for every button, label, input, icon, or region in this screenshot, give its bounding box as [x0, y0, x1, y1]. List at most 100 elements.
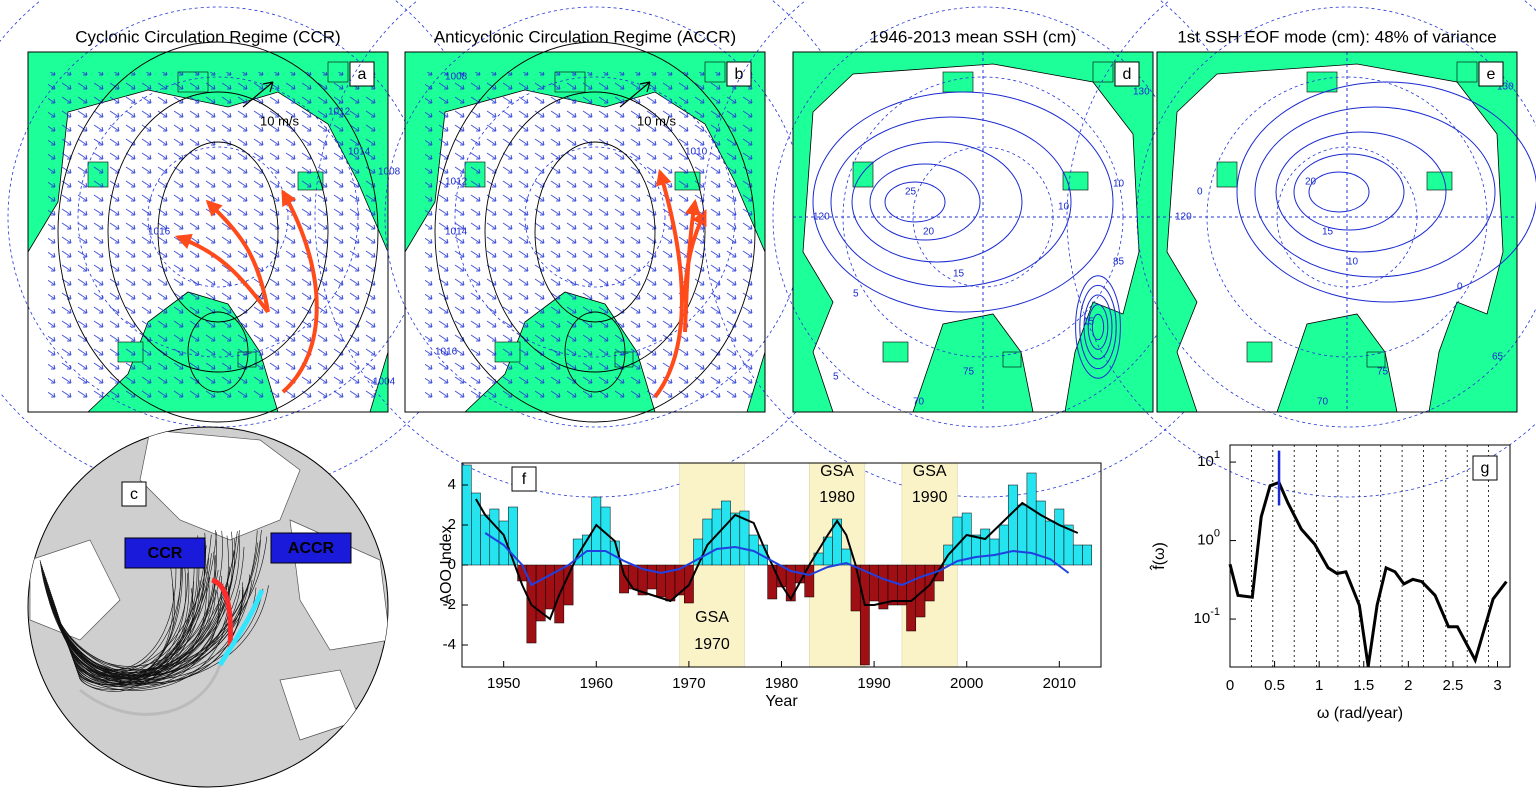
panel-letter: g	[1481, 460, 1490, 477]
bar	[859, 564, 870, 666]
map-title: Cyclonic Circulation Regime (CCR)	[75, 27, 340, 46]
bar	[545, 564, 555, 610]
contour-label: 120	[813, 212, 830, 223]
bar	[887, 564, 898, 606]
contour-label: 130	[1133, 87, 1150, 98]
y-tick-base: 10	[1194, 610, 1211, 627]
y-tick-exponent: 0	[1214, 527, 1220, 539]
contour-label: 1012	[328, 107, 351, 118]
regime-label: ACCR	[288, 540, 335, 557]
y-tick-base: 10	[1197, 453, 1214, 470]
island	[1366, 351, 1386, 368]
plot-frame	[1229, 444, 1511, 668]
x-tick-label: 2	[1404, 677, 1412, 694]
island	[882, 341, 909, 363]
bar	[730, 512, 741, 566]
y-tick-label: 10-1	[1194, 606, 1220, 627]
map: 10 m/s 1012 1016 1008 1004 1014	[0, 0, 499, 498]
x-tick-label: 2000	[950, 675, 983, 692]
isobar	[434, 41, 756, 423]
bar	[1054, 508, 1065, 566]
island	[1216, 161, 1238, 188]
gsa-label-line: 1970	[694, 636, 730, 653]
panel-letter: c	[130, 486, 138, 503]
gsa-label-line: GSA	[820, 463, 854, 480]
circulation-arrow	[175, 234, 270, 314]
map: 10 m/s 1008 1012 1014 1016 1010	[314, 0, 876, 498]
y-tick-label: 4	[448, 476, 456, 493]
panel-letter: a	[358, 66, 367, 83]
map-title: 1st SSH EOF mode (cm): 48% of variance	[1177, 27, 1496, 46]
contour-label: 0	[1457, 282, 1463, 293]
ssh-contour	[1254, 106, 1496, 278]
circulation-arrow	[205, 199, 270, 313]
bar	[1017, 504, 1028, 566]
bar	[1082, 544, 1092, 566]
map: 20 15 10 0 0 75 70 65 130 120	[1066, 0, 1536, 498]
panel-letter-box	[1478, 61, 1504, 87]
y-axis-label: f̂(ω)	[1149, 542, 1169, 570]
x-tick-label: 2010	[1043, 675, 1076, 692]
y-tick-label: 101	[1197, 449, 1220, 470]
island	[1062, 171, 1089, 191]
contour-label: 75	[1377, 367, 1389, 378]
bar	[869, 564, 879, 602]
contour-label: 70	[913, 397, 925, 408]
y-tick-exponent: 1	[1214, 449, 1220, 461]
track-mean	[79, 664, 222, 716]
contour-label: 15	[953, 269, 965, 280]
bar	[508, 506, 518, 566]
bar	[924, 564, 935, 602]
x-tick-label: 2.5	[1443, 677, 1464, 694]
island	[942, 71, 974, 93]
bar	[646, 564, 657, 590]
gsa-label: GSA 1970	[694, 609, 730, 653]
bar	[980, 528, 991, 566]
contour-label: 1014	[348, 147, 371, 158]
land	[139, 429, 301, 541]
contour-label: 15	[1083, 317, 1095, 328]
ssh-contour	[1075, 275, 1121, 379]
index-line	[475, 498, 1079, 621]
island	[1306, 71, 1338, 93]
scale-label: 10 m/s	[260, 113, 300, 128]
contour-label: 65	[1492, 352, 1504, 363]
spectrum-line	[1228, 480, 1508, 667]
contour-label: 10	[1058, 202, 1070, 213]
ssh-contour	[1308, 171, 1370, 213]
map-frame	[404, 51, 766, 413]
island	[1092, 61, 1114, 83]
x-axis-label: Year	[765, 693, 798, 710]
map-title: Anticyclonic Circulation Regime (ACCR)	[434, 27, 736, 46]
panel-letter-box	[511, 466, 537, 492]
bar	[1026, 472, 1037, 566]
isobar	[157, 141, 279, 323]
bar	[850, 564, 861, 612]
map-frame	[1156, 51, 1518, 413]
isobar	[187, 311, 249, 393]
gsa-label-line: 1990	[912, 489, 948, 506]
x-tick-label: 1980	[765, 675, 798, 692]
ssh-contour	[1083, 294, 1113, 360]
island	[1002, 351, 1022, 368]
regime-label: CCR	[148, 545, 183, 562]
contour-label: 70	[1317, 397, 1329, 408]
contour-label: 20	[923, 227, 935, 238]
panel-letter: d	[1123, 66, 1132, 83]
contour-label: 20	[1305, 177, 1317, 188]
ssh-contour	[1091, 313, 1105, 341]
bar	[563, 564, 574, 606]
scale-arrow	[619, 81, 651, 108]
contour-label: 120	[1175, 212, 1192, 223]
y-tick-exponent: -1	[1210, 606, 1220, 618]
isobar	[564, 311, 626, 393]
x-tick-label: 1.5	[1353, 677, 1374, 694]
ssh-contour	[1087, 304, 1109, 350]
contour-label: 15	[1322, 227, 1334, 238]
regime-box	[124, 537, 206, 569]
index-line	[484, 532, 1070, 587]
contour-label: 75	[963, 367, 975, 378]
contour-label: 1016	[148, 227, 171, 238]
y-tick-label: 2	[448, 516, 456, 533]
contour-label: 1008	[445, 72, 468, 83]
